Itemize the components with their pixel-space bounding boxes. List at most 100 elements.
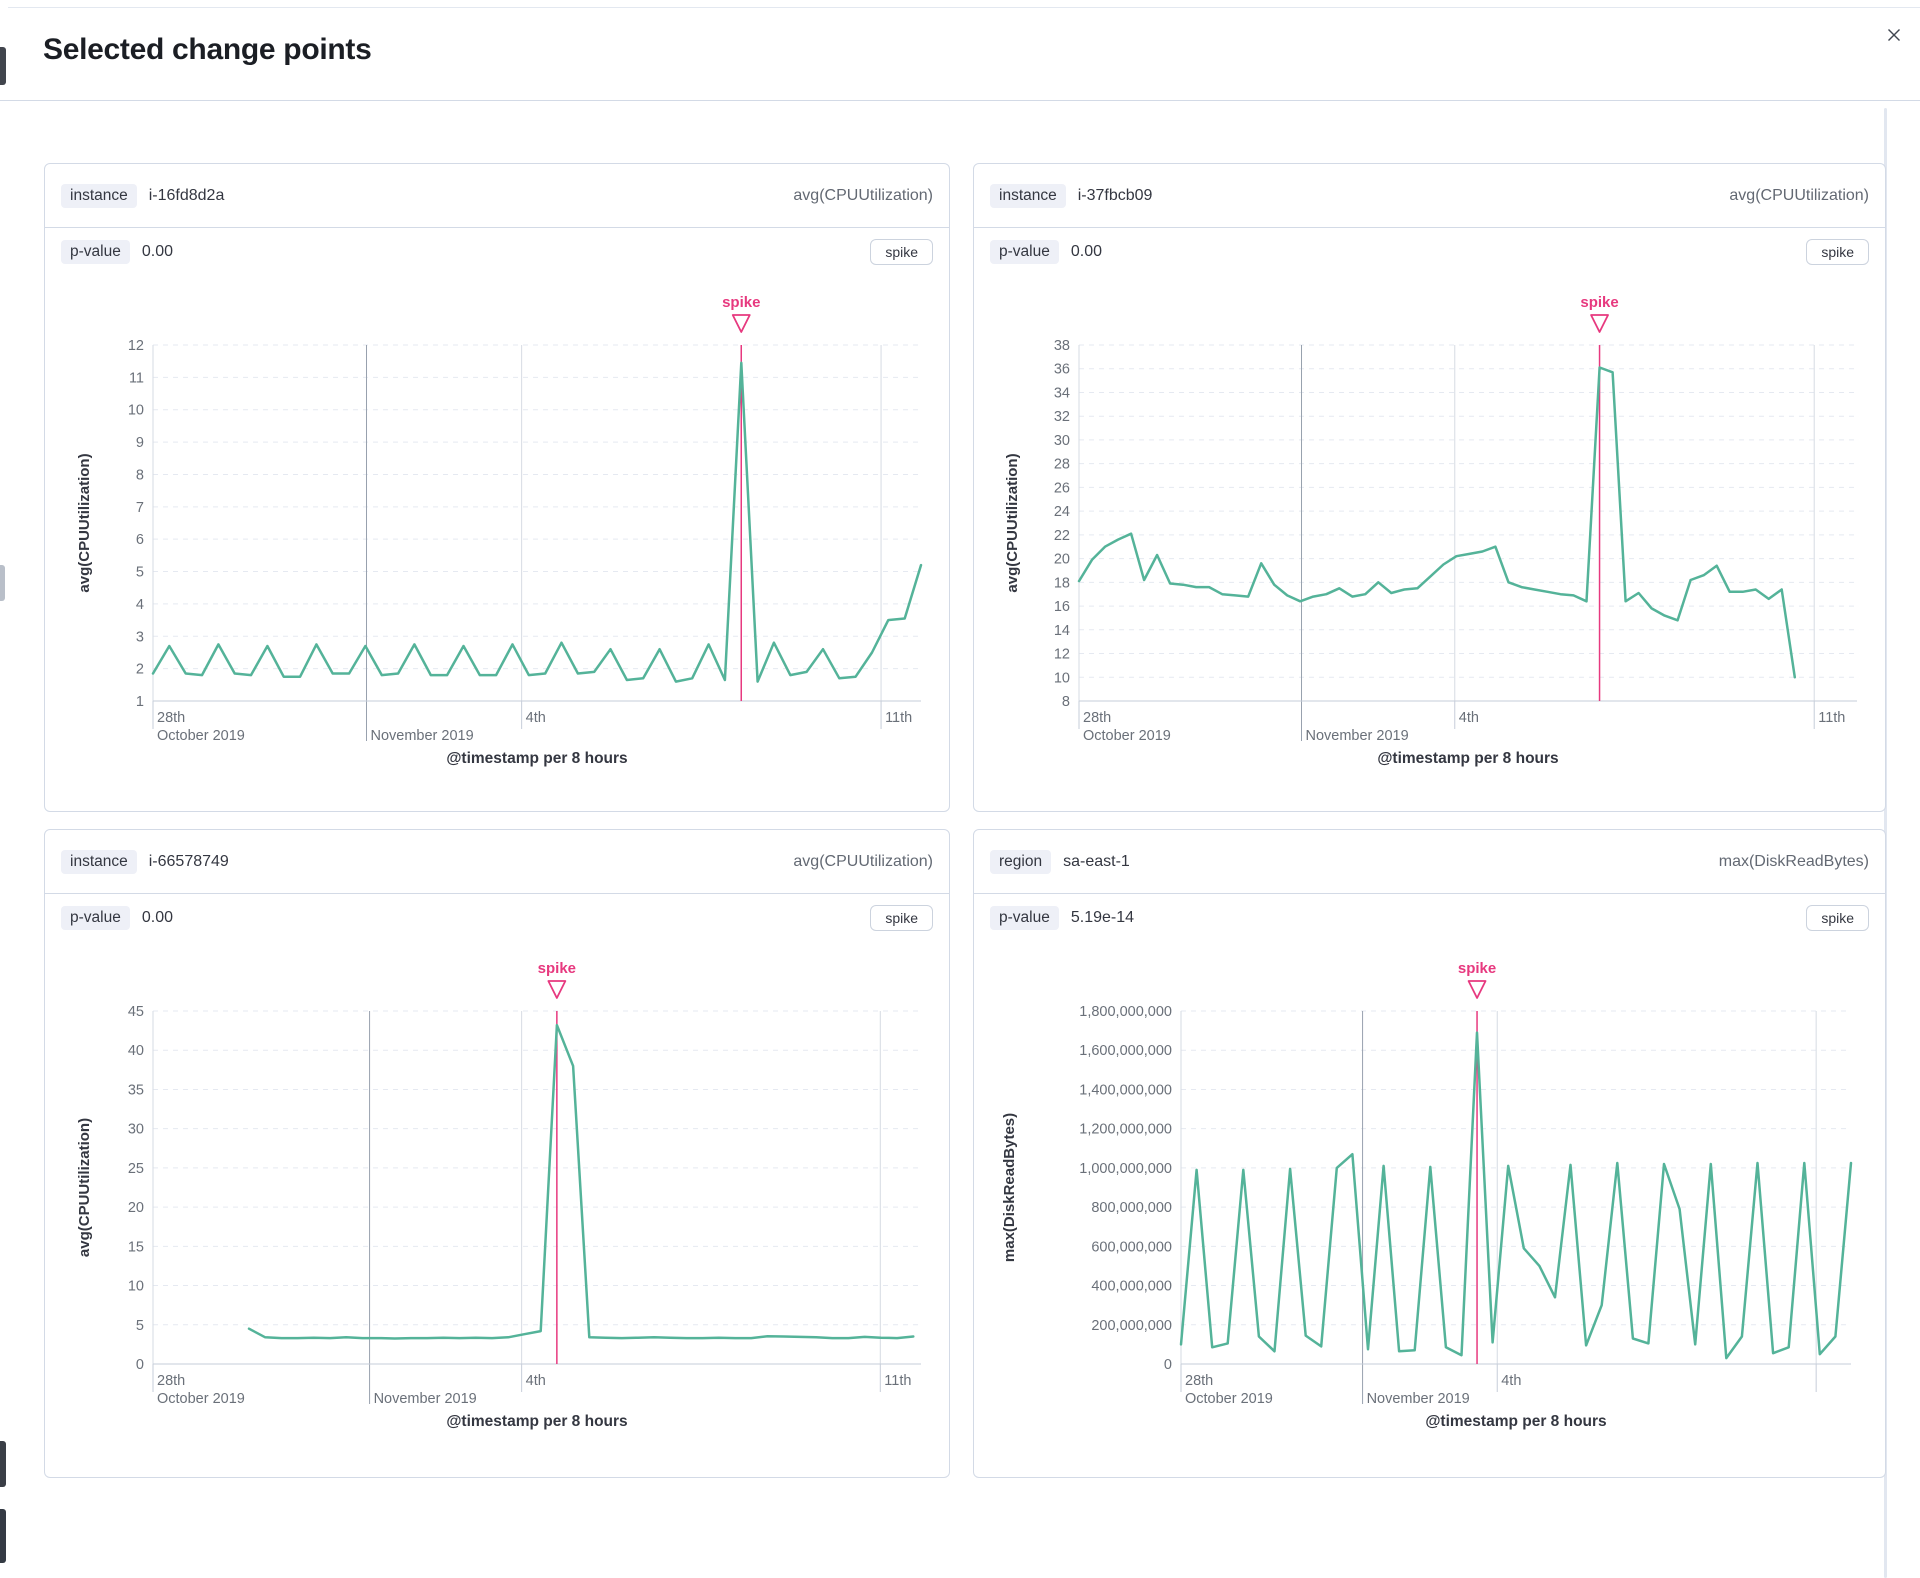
key-value: i-16fd8d2a xyxy=(148,186,225,204)
card-header: region sa-east-1 max(DiskReadBytes) xyxy=(974,830,1885,894)
p-value-badge: p-value xyxy=(990,906,1059,930)
svg-text:1,400,000,000: 1,400,000,000 xyxy=(1079,1082,1172,1098)
svg-text:15: 15 xyxy=(128,1239,144,1255)
p-value-badge: p-value xyxy=(61,906,130,930)
change-point-card: region sa-east-1 max(DiskReadBytes) p-va… xyxy=(973,829,1886,1478)
svg-text:9: 9 xyxy=(136,435,144,451)
measure-label: max(DiskReadBytes) xyxy=(1718,852,1869,870)
svg-text:8: 8 xyxy=(136,467,144,483)
svg-text:3: 3 xyxy=(136,629,144,645)
key-value: i-66578749 xyxy=(148,852,229,870)
modal-header-divider xyxy=(0,100,1920,101)
svg-text:1,200,000,000: 1,200,000,000 xyxy=(1079,1122,1172,1138)
svg-text:4: 4 xyxy=(136,597,144,613)
change-type-button[interactable]: spike xyxy=(1806,239,1869,265)
svg-text:November 2019: November 2019 xyxy=(374,1391,477,1407)
measure-label: avg(CPUUtilization) xyxy=(793,186,933,204)
svg-text:26: 26 xyxy=(1054,480,1070,496)
svg-text:11th: 11th xyxy=(884,1373,911,1389)
spike-annotation-label: spike xyxy=(1458,960,1496,977)
spike-annotation-label: spike xyxy=(1580,294,1618,311)
p-value: 0.00 xyxy=(1070,243,1102,260)
svg-text:2: 2 xyxy=(136,662,144,678)
card-subheader: p-value 5.19e-14 spike xyxy=(974,894,1885,942)
svg-text:30: 30 xyxy=(1054,433,1070,449)
svg-text:10: 10 xyxy=(128,1279,144,1295)
x-axis-title: @timestamp per 8 hours xyxy=(1377,750,1558,767)
svg-text:0: 0 xyxy=(136,1357,144,1373)
background-page-sliver xyxy=(0,47,6,85)
svg-text:October 2019: October 2019 xyxy=(1083,728,1171,744)
measure-label: avg(CPUUtilization) xyxy=(793,852,933,870)
change-type-button[interactable]: spike xyxy=(1806,905,1869,931)
svg-text:16: 16 xyxy=(1054,599,1070,615)
svg-text:10: 10 xyxy=(128,403,144,419)
change-type-button[interactable]: spike xyxy=(870,239,933,265)
svg-text:8: 8 xyxy=(1062,694,1070,710)
spike-marker-icon xyxy=(731,314,751,333)
change-point-chart: 38 36 34 32 30 28 26 24 22 20 18 16 14 12 10 8 28th Octob… xyxy=(1004,294,1857,767)
svg-text:28th: 28th xyxy=(1185,1373,1213,1389)
svg-text:18: 18 xyxy=(1054,575,1070,591)
svg-text:36: 36 xyxy=(1054,362,1070,378)
svg-text:14: 14 xyxy=(1054,623,1070,639)
close-icon xyxy=(1888,29,1900,41)
svg-text:0: 0 xyxy=(1164,1357,1172,1373)
svg-text:20: 20 xyxy=(128,1200,144,1216)
measure-label: avg(CPUUtilization) xyxy=(1729,186,1869,204)
spike-marker-icon xyxy=(1590,314,1609,333)
change-point-chart: 12 11 10 9 8 7 6 5 4 3 2 1 28th October 2019 November … xyxy=(76,294,923,767)
key-badge: instance xyxy=(61,849,137,874)
svg-text:45: 45 xyxy=(128,1004,144,1020)
svg-text:30: 30 xyxy=(128,1122,144,1138)
svg-text:800,000,000: 800,000,000 xyxy=(1091,1200,1172,1216)
p-value-badge: p-value xyxy=(990,240,1059,264)
modal-top-border xyxy=(8,7,1920,8)
svg-text:5: 5 xyxy=(136,1318,144,1334)
svg-text:28: 28 xyxy=(1054,457,1070,473)
spike-annotation-label: spike xyxy=(722,294,760,311)
p-value: 0.00 xyxy=(141,909,173,926)
svg-text:22: 22 xyxy=(1054,528,1070,544)
key-badge: region xyxy=(990,849,1052,874)
change-point-chart: 45 40 35 30 25 20 15 10 5 0 28th October 2019 Novemb… xyxy=(76,960,921,1430)
svg-text:5: 5 xyxy=(136,565,144,581)
spike-marker-icon xyxy=(1467,980,1487,999)
x-axis-title: @timestamp per 8 hours xyxy=(446,750,627,767)
y-axis-title: avg(CPUUtilization) xyxy=(1004,453,1021,592)
svg-text:200,000,000: 200,000,000 xyxy=(1091,1318,1172,1334)
y-axis-title: avg(CPUUtilization) xyxy=(76,453,93,592)
svg-text:400,000,000: 400,000,000 xyxy=(1091,1279,1172,1295)
svg-text:October 2019: October 2019 xyxy=(157,728,245,744)
svg-text:12: 12 xyxy=(128,338,144,354)
svg-text:20: 20 xyxy=(1054,552,1070,568)
background-page-sliver xyxy=(0,1509,6,1563)
change-point-card: instance i-37fbcb09 avg(CPUUtilization) … xyxy=(973,163,1886,812)
svg-text:1,000,000,000: 1,000,000,000 xyxy=(1079,1161,1172,1177)
svg-text:6: 6 xyxy=(136,532,144,548)
key-value: sa-east-1 xyxy=(1063,852,1130,870)
svg-text:11th: 11th xyxy=(885,710,912,726)
x-axis-title: @timestamp per 8 hours xyxy=(1425,1413,1606,1430)
svg-text:28th: 28th xyxy=(157,1373,185,1389)
svg-text:October 2019: October 2019 xyxy=(1185,1391,1273,1407)
svg-text:4th: 4th xyxy=(526,1373,546,1389)
card-subheader: p-value 0.00 spike xyxy=(45,894,949,942)
p-value: 0.00 xyxy=(141,243,173,260)
card-subheader: p-value 0.00 spike xyxy=(974,228,1885,276)
svg-text:1: 1 xyxy=(136,694,144,710)
svg-text:11: 11 xyxy=(129,370,144,386)
change-point-card: instance i-16fd8d2a avg(CPUUtilization) … xyxy=(44,163,950,812)
svg-text:38: 38 xyxy=(1054,338,1070,354)
svg-text:4th: 4th xyxy=(1459,710,1479,726)
y-axis-title: avg(CPUUtilization) xyxy=(76,1118,93,1257)
card-header: instance i-16fd8d2a avg(CPUUtilization) xyxy=(45,164,949,228)
close-button[interactable] xyxy=(1880,21,1908,49)
svg-text:4th: 4th xyxy=(526,710,546,726)
svg-text:1,600,000,000: 1,600,000,000 xyxy=(1079,1043,1172,1059)
svg-text:11th: 11th xyxy=(1818,710,1845,726)
svg-text:10: 10 xyxy=(1054,670,1070,686)
svg-text:24: 24 xyxy=(1054,504,1070,520)
svg-text:35: 35 xyxy=(128,1082,144,1098)
change-type-button[interactable]: spike xyxy=(870,905,933,931)
